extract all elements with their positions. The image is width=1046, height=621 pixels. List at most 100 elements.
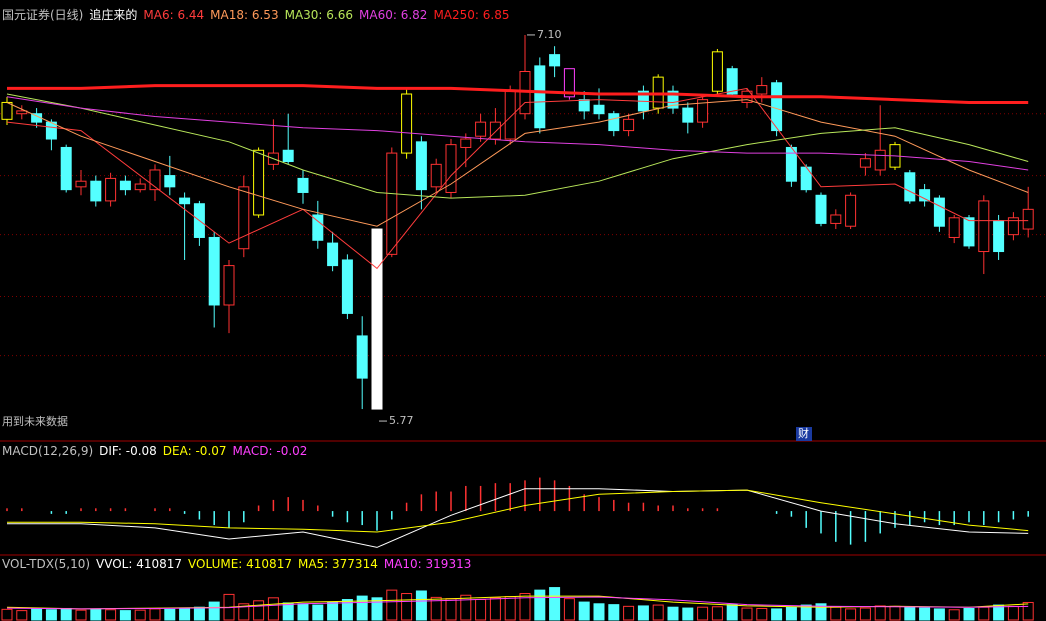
legend-entry: MA6: 6.44 bbox=[143, 8, 205, 22]
volume-bar bbox=[341, 599, 353, 621]
candle-body bbox=[593, 104, 605, 115]
annotation: 5.77 bbox=[389, 414, 414, 427]
volume-bar bbox=[697, 606, 709, 621]
legend-entry: MA18: 6.53 bbox=[210, 8, 279, 22]
volume-bar bbox=[785, 606, 797, 621]
volume-bar bbox=[534, 589, 546, 621]
candle-body bbox=[549, 54, 561, 67]
volume-bar bbox=[741, 607, 753, 621]
volume-bar bbox=[312, 604, 324, 621]
ma-line bbox=[6, 93, 1029, 199]
volume-bar bbox=[208, 601, 220, 621]
volume-bar bbox=[327, 601, 339, 621]
candle-body bbox=[45, 121, 57, 140]
candle-body bbox=[238, 186, 250, 250]
candle-body bbox=[697, 99, 709, 123]
annotation: 7.10 bbox=[537, 28, 562, 41]
macd-title: MACD(12,26,9) bbox=[2, 444, 94, 458]
candle-body bbox=[667, 90, 679, 109]
volume-bar bbox=[193, 606, 205, 621]
ma-line bbox=[7, 489, 1029, 533]
volume-bar bbox=[297, 603, 309, 621]
volume-bar bbox=[519, 593, 531, 621]
volume-bar bbox=[282, 602, 294, 621]
legend-entry: MA60: 6.82 bbox=[359, 8, 428, 22]
candle-body bbox=[149, 169, 161, 191]
ma-line bbox=[6, 99, 1029, 227]
candle-body bbox=[623, 118, 635, 132]
volume-bar bbox=[682, 607, 694, 621]
candle-body bbox=[386, 152, 398, 255]
volume-bar bbox=[963, 607, 975, 621]
main-header: 国元证券(日线) 追庄来的 MA6: 6.44 MA18: 6.53 MA30: 6… bbox=[2, 8, 509, 22]
candle-body bbox=[1022, 208, 1034, 230]
volume-label: VOLUME: 410817 bbox=[188, 557, 292, 571]
volume-label: VVOL: 410817 bbox=[96, 557, 183, 571]
candle-body bbox=[815, 194, 827, 224]
volume-bar bbox=[919, 607, 931, 621]
volume-bar bbox=[652, 604, 664, 621]
indicator: 追庄来的 bbox=[89, 8, 138, 22]
volume-bar bbox=[60, 607, 72, 621]
volume-bar bbox=[978, 606, 990, 621]
ma-line bbox=[7, 488, 1029, 548]
candle-body bbox=[489, 121, 501, 140]
candle-body bbox=[726, 68, 738, 95]
candle-body bbox=[282, 149, 294, 163]
candle-body bbox=[16, 110, 28, 115]
candle-body bbox=[682, 107, 694, 123]
volume-bar bbox=[771, 608, 783, 621]
candle-body bbox=[415, 141, 427, 191]
candle-body bbox=[563, 68, 575, 98]
legend-entry: DIF: -0.08 bbox=[99, 444, 157, 458]
volume-bar bbox=[238, 603, 250, 621]
volume-title: VOL-TDX(5,10) bbox=[2, 557, 91, 571]
candle-body bbox=[711, 51, 723, 92]
legend-entry: MA250: 6.85 bbox=[433, 8, 510, 22]
candle-body bbox=[401, 93, 413, 154]
volume-bar bbox=[1022, 601, 1034, 621]
candle-body bbox=[845, 194, 857, 227]
candle-body bbox=[534, 65, 546, 129]
volume-bar bbox=[874, 605, 886, 621]
volume-bar bbox=[401, 593, 413, 621]
volume-bar bbox=[859, 607, 871, 621]
volume-bar bbox=[119, 610, 131, 621]
volume-bar bbox=[371, 597, 383, 621]
candle-body bbox=[371, 228, 383, 410]
candle-body bbox=[874, 149, 886, 171]
marker: 财 bbox=[798, 426, 809, 440]
candle-body bbox=[963, 217, 975, 247]
candle-body bbox=[1, 101, 13, 120]
candle-body bbox=[327, 242, 339, 267]
candle-body bbox=[105, 177, 117, 202]
volume-bar bbox=[489, 597, 501, 621]
volume-bar bbox=[149, 608, 161, 621]
volume-bar bbox=[386, 589, 398, 621]
candle-body bbox=[312, 214, 324, 241]
candle-body bbox=[341, 259, 353, 314]
volume-bar bbox=[267, 597, 279, 621]
volume-bar bbox=[667, 606, 679, 621]
volume-bar bbox=[45, 609, 57, 621]
volume-bar bbox=[253, 600, 265, 621]
title: 国元证券(日线) bbox=[2, 8, 84, 22]
macd-label: MACD: -0.02 bbox=[232, 444, 308, 458]
volume-bar bbox=[179, 607, 191, 621]
candle-body bbox=[179, 197, 191, 205]
volume-header: VOL-TDX(5,10) VVOL: 410817 VOLUME: 410817… bbox=[2, 557, 471, 571]
volume-bar bbox=[549, 587, 561, 621]
candle-body bbox=[948, 217, 960, 238]
volume-bar bbox=[31, 608, 43, 621]
volume-bar bbox=[756, 607, 768, 621]
candle-body bbox=[1007, 217, 1019, 236]
candle-body bbox=[475, 121, 487, 137]
ma-line bbox=[7, 84, 1029, 104]
legend-entry: MA10: 319313 bbox=[383, 557, 472, 571]
legend-entry: MA30: 6.66 bbox=[284, 8, 354, 22]
candle-body bbox=[800, 166, 812, 191]
marker-box bbox=[796, 427, 812, 441]
volume-bar bbox=[800, 604, 812, 621]
